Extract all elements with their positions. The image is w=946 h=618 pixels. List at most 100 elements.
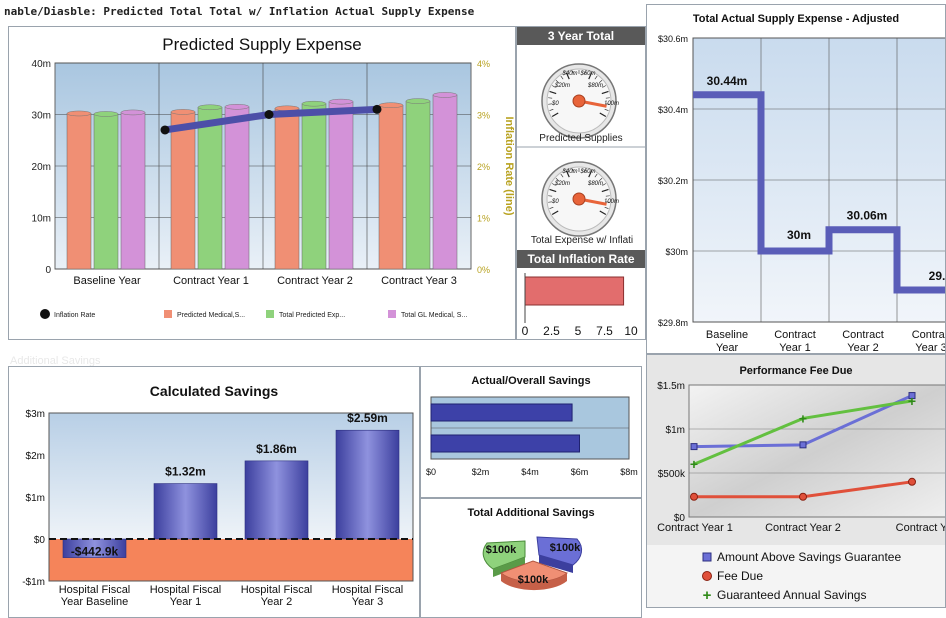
x-tick-label: Year 2 [847, 342, 878, 354]
gauge-tick [594, 173, 598, 178]
bar-0 [170, 111, 196, 270]
data-label: 30m [787, 228, 811, 242]
y2-tick-label: 3% [477, 111, 490, 121]
gauge-tick [584, 168, 586, 173]
actual-title: Total Actual Supply Expense - Adjusted [692, 13, 900, 25]
savings-bar [335, 429, 400, 540]
inflation-point [160, 125, 170, 135]
x-tick-label: Year 3 [915, 342, 946, 354]
gauges-header: 3 Year Total [517, 27, 645, 45]
legend-label-2: Guaranteed Annual Savings [717, 588, 866, 602]
y-tick-label: $30.6m [658, 34, 688, 44]
gauge-tick [572, 168, 574, 173]
y-tick-label: $1.5m [657, 381, 685, 392]
bar-top [405, 98, 431, 104]
y-tick-label: 30m [32, 111, 51, 122]
bar-2 [224, 106, 250, 270]
additional-savings-label: Additional Savings [10, 355, 101, 367]
gauge-label: $0 [551, 199, 559, 205]
actual-chart: $30.6m$30.4m$30.2m$30m$29.8mBaselineYear… [658, 34, 946, 354]
legend-label-1: Total Predicted Exp... [279, 312, 345, 319]
gauge-label: 100m [604, 101, 619, 107]
bar-top [378, 102, 404, 108]
x-tick-label: $2m [472, 467, 490, 477]
perf-marker [690, 443, 698, 451]
x-tick-label: Year [716, 342, 739, 354]
gauge-tick [604, 109, 609, 111]
pie-label-3: $100k [518, 574, 549, 586]
overall-chart: $0 $2m $4m $6m $8m [426, 396, 638, 477]
inflation-rate-bar [524, 276, 625, 306]
x-tick-label: Year Baseline [61, 596, 128, 608]
predicted-chart: 40m 4% 30m 3% 20m 2% 10m 1% 0 0% Baseline Year Cont… [32, 59, 515, 319]
bar-top [432, 92, 458, 98]
bar-0 [378, 104, 404, 270]
bar-1 [301, 103, 327, 270]
y-tick-label: $29.8m [658, 318, 688, 328]
perf-marker-plus: + [908, 393, 916, 409]
plot-border [48, 412, 414, 582]
x-tick-label: $0 [426, 467, 436, 477]
y-tick-label: -$1m [22, 577, 45, 588]
legend-label-inflation: Inflation Rate [54, 312, 95, 319]
y2-tick-label: 1% [477, 214, 490, 224]
data-label: $2.59m [347, 411, 388, 425]
gauge-tick [551, 210, 559, 216]
legend-swatch-0 [164, 310, 172, 318]
gauge-tick [549, 109, 554, 111]
x-tick-label: Contract Year 3 [381, 275, 457, 287]
calc-title: Calculated Savings [149, 383, 279, 399]
bar-top [93, 111, 119, 117]
y-tick-label: 40m [32, 59, 51, 70]
x-tick-label: Hospital Fiscal [59, 584, 131, 596]
x-tick-label: Hospital Fiscal [150, 584, 222, 596]
data-label: 29.89m [929, 269, 946, 283]
gauge-tick [565, 170, 570, 178]
gauge-label: $80m [587, 83, 603, 89]
y-tick-label: $3m [26, 409, 45, 420]
y-tick-label: $1m [666, 425, 685, 436]
calc-savings-panel: Calculated Savings $3m $2m $1m $0 -$1m -$442.… [8, 366, 420, 618]
bar-top [66, 110, 92, 117]
bar-top [197, 104, 223, 111]
legend-label-0: Predicted Medical,S... [177, 312, 245, 319]
total-additional-pie: $100k $100k $100k [482, 536, 583, 591]
overall-savings-panel: Actual/Overall Savings $0 $2m $4m $6m $8m [420, 366, 642, 498]
gauge-tick [601, 188, 609, 193]
pie-slice-blue [536, 536, 583, 573]
gauge-tick [588, 170, 593, 178]
legend-swatch-2 [388, 310, 396, 318]
gauge-tick [572, 70, 574, 75]
perf-marker [799, 441, 807, 449]
gauge-label: $40m [561, 169, 577, 175]
gauge-label: $20m [554, 181, 570, 187]
savings-bar [244, 460, 309, 540]
x-tick-label: Year 3 [352, 596, 383, 608]
y-tick-label: $30m [665, 247, 688, 257]
overall-bar [430, 434, 580, 453]
x-tick-label: $8m [620, 467, 638, 477]
gauge-tick [602, 183, 606, 186]
gauge-tick [599, 112, 607, 118]
x-tick-label: Contract [774, 329, 816, 341]
legend-swatch-1 [702, 571, 712, 581]
gauge-tick [555, 80, 560, 84]
perf-marker-plus: + [690, 456, 698, 472]
gauge-tick [560, 75, 564, 80]
y-tick-label: $30.4m [658, 105, 688, 115]
predicted-title: Predicted Supply Expense [162, 35, 362, 54]
gauge-tick [549, 188, 557, 193]
gauge-tick [549, 207, 554, 209]
pie-slice-red [500, 560, 568, 591]
legend-swatch-0 [702, 552, 712, 562]
gauge-tick [549, 90, 557, 95]
pie-label-1: $100k [486, 544, 517, 556]
legend-label-2: Total GL Medical, S... [401, 312, 467, 319]
step-line [693, 91, 945, 294]
gauge-tick [599, 210, 607, 216]
predicted-supply-panel: Predicted Supply Expense 40m 4% 30m 3% 20m 2%… [8, 26, 516, 340]
total-additional-panel: Total Additional Savings $100k $100k $10… [420, 498, 642, 618]
gauge-label: $80m [587, 181, 603, 187]
